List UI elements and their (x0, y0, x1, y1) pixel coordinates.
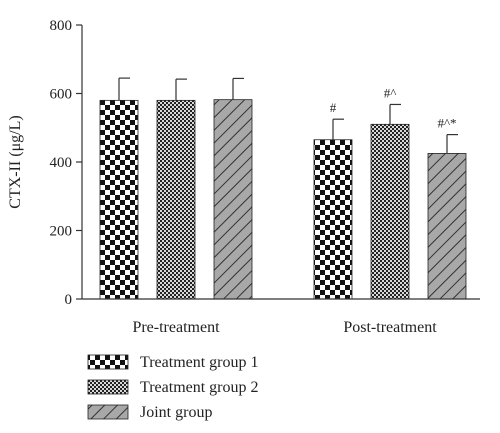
legend-label: Treatment group 2 (140, 379, 259, 396)
legend: Treatment group 1 Treatment group 2 Joint … (87, 354, 259, 421)
bars-layer (99, 99, 467, 300)
legend-item: Treatment group 2 (87, 379, 259, 396)
bar-diagonal-hatch-pre (213, 99, 253, 300)
y-tick-label: 600 (50, 87, 73, 103)
legend-item: Joint group (87, 404, 212, 421)
y-axis-title: CTX-II (μg/L) (7, 115, 24, 208)
legend-label: Treatment group 1 (140, 354, 259, 371)
y-tick-label: 400 (50, 155, 73, 171)
y-tick-label: 200 (50, 224, 73, 240)
significance-label: #^* (437, 116, 456, 131)
error-bars-layer (118, 77, 458, 154)
bar-checker-large-pre (99, 99, 139, 300)
legend-swatch (87, 379, 129, 395)
x-axis: Pre-treatment Post-treatment (82, 298, 480, 336)
legend-item: Treatment group 1 (87, 354, 259, 371)
y-tick-label: 0 (65, 292, 73, 308)
x-category-label: Post-treatment (343, 319, 437, 336)
legend-swatch (87, 354, 129, 370)
bar-checker-small-pre (156, 99, 196, 300)
bar-checker-small-post (370, 123, 410, 300)
bar-checker-large-post (313, 139, 353, 300)
significance-labels-layer: # #^ #^* (330, 85, 457, 130)
significance-label: #^ (384, 85, 397, 100)
significance-label: # (330, 100, 337, 115)
legend-label: Joint group (140, 404, 212, 421)
legend-swatch (87, 404, 129, 420)
y-axis: 0 200 400 600 800 (50, 18, 83, 308)
bar-diagonal-hatch-post (427, 153, 467, 300)
y-tick-label: 800 (50, 18, 73, 34)
x-category-label: Pre-treatment (132, 319, 220, 336)
